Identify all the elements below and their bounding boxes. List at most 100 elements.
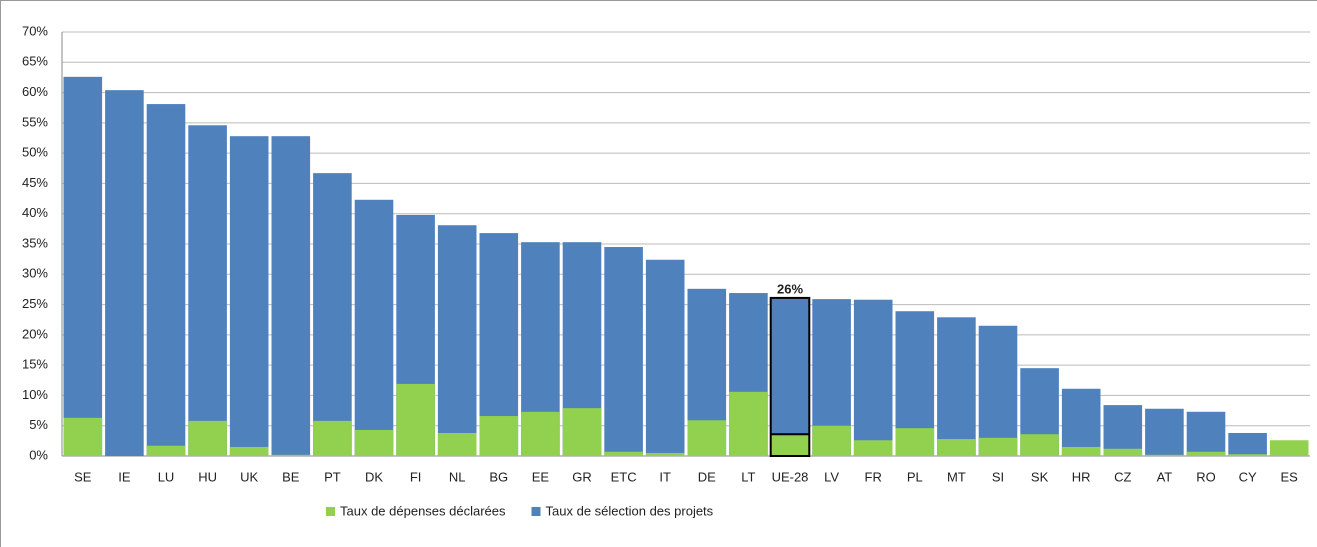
bar [978,437,1018,456]
x-tick-label: LU [158,469,175,484]
x-tick-label: AT [1157,469,1173,484]
y-tick-label: 5% [29,417,48,432]
data-label: 26% [777,281,803,296]
bar [812,425,851,456]
x-tick-label: SK [1031,469,1049,484]
bar [354,429,394,456]
bar [313,420,352,456]
bar [645,452,685,456]
y-tick-label: 60% [22,84,48,99]
bar [687,420,727,456]
x-tick-label: LT [741,469,755,484]
bar [1228,432,1267,456]
bar [437,432,477,456]
bar [853,440,893,456]
bar [1103,405,1143,456]
x-tick-label: BE [282,469,300,484]
x-tick-label: BG [489,469,508,484]
bar [895,428,935,456]
x-tick-label: LV [824,469,839,484]
bar [770,434,810,456]
y-tick-label: 55% [22,114,48,129]
x-tick-label: PT [324,469,341,484]
x-tick-label: DK [365,469,383,484]
x-tick-label: GR [572,469,592,484]
bar [1145,408,1184,456]
legend-swatch [326,507,335,516]
bar [645,259,685,456]
x-tick-label: SE [74,469,92,484]
bar [313,173,352,457]
highlight-outline [769,296,811,457]
x-tick-label: HU [198,469,217,484]
x-tick-label: PL [907,469,923,484]
x-tick-label: IT [659,469,671,484]
bar [1061,388,1101,456]
bar [354,199,394,457]
bar [1228,454,1267,456]
y-tick-label: 50% [22,145,48,160]
x-tick-label: HR [1072,469,1091,484]
bar [1186,451,1226,456]
y-tick-label: 25% [22,296,48,311]
y-tick-label: 70% [22,23,48,38]
x-tick-label: FI [410,469,422,484]
bar [604,247,643,456]
bar [188,125,227,456]
x-tick-label: UE-28 [772,469,809,484]
bar [271,454,311,456]
x-tick-label: MT [947,469,966,484]
bar [271,136,311,456]
y-tick-label: 40% [22,205,48,220]
bar [1020,434,1059,456]
bar [396,383,435,456]
y-tick-label: 10% [22,387,48,402]
bar [937,317,976,456]
bar [1186,411,1226,456]
x-tick-label: ETC [611,469,637,484]
x-tick-label: NL [449,469,466,484]
y-tick-label: 20% [22,326,48,341]
legend-swatch [531,507,541,516]
bar [1103,448,1143,456]
bar [105,90,144,457]
bar [63,76,103,456]
x-tick-label: FR [865,469,882,484]
legend-label: Taux de sélection des projets [546,503,714,518]
x-tick-label: UK [240,469,258,484]
bar [521,411,560,456]
bar [937,439,976,456]
bar [229,136,269,456]
bar [437,225,477,456]
x-tick-label: CY [1239,469,1257,484]
x-tick-label: EE [532,469,550,484]
bar [853,299,893,456]
x-tick-label: DE [698,469,716,484]
bar [770,297,810,456]
bar [146,104,186,456]
bar [63,417,103,456]
legend-label: Taux de dépenses déclarées [340,503,506,518]
bar [1061,446,1101,456]
bar [562,408,602,456]
bar [978,325,1018,456]
bar [1145,454,1184,456]
y-tick-label: 15% [22,357,48,372]
y-tick-label: 0% [29,447,48,462]
y-tick-label: 45% [22,175,48,190]
x-tick-label: SI [992,469,1004,484]
y-tick-label: 65% [22,54,48,69]
bar [1269,440,1309,456]
x-tick-label: IE [118,469,131,484]
y-tick-label: 30% [22,266,48,281]
x-tick-label: RO [1196,469,1216,484]
bar [229,446,269,456]
bar [729,391,768,456]
x-tick-label: ES [1281,469,1299,484]
bar [604,451,643,456]
bar [479,416,519,456]
bar [188,420,227,456]
x-tick-label: CZ [1114,469,1131,484]
